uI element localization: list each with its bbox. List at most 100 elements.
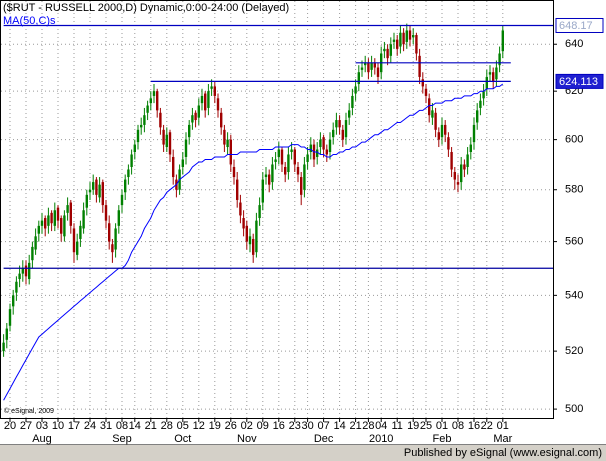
x-tick-label: 14 — [129, 420, 141, 432]
candle-body — [357, 72, 360, 85]
candle-body — [136, 129, 140, 143]
candle-body — [152, 91, 156, 96]
x-tick-label: 04 — [375, 420, 387, 432]
candle-body — [108, 223, 111, 242]
candle-body — [2, 342, 5, 352]
y-tick-label: 600 — [565, 134, 583, 146]
candle-body — [85, 194, 88, 208]
x-tick-label: 01 — [436, 420, 448, 432]
x-tick-label: 19 — [209, 420, 221, 432]
candle-body — [223, 129, 226, 145]
candle-body — [248, 236, 252, 245]
candle-body — [460, 164, 463, 183]
candle-body — [479, 100, 482, 108]
price-label: 648.17 — [559, 20, 593, 32]
candle-body — [287, 154, 290, 173]
candle-body — [412, 35, 415, 38]
x-tick-label: 30 — [301, 420, 313, 432]
candle-body — [453, 172, 456, 180]
candle-body — [261, 179, 264, 203]
candle-body — [21, 268, 24, 274]
candle-body — [232, 166, 236, 178]
candle-body — [188, 124, 191, 138]
candle-body — [98, 184, 101, 198]
y-tick-label: 560 — [565, 236, 583, 248]
marks — [2, 23, 553, 401]
candle-body — [354, 86, 357, 94]
month-label: Oct — [174, 433, 191, 445]
candle-body — [114, 228, 117, 250]
candle-body — [15, 281, 18, 293]
candle-body — [8, 309, 12, 326]
candle-body — [236, 179, 239, 200]
candle-body — [437, 132, 440, 140]
candle-body — [104, 205, 108, 221]
x-tick-label: 17 — [68, 420, 80, 432]
candle-body — [124, 179, 127, 193]
candle-body — [344, 120, 348, 138]
candle-body — [309, 144, 312, 152]
candle-body — [101, 182, 104, 206]
candle-body — [264, 174, 268, 178]
candle-body — [117, 210, 120, 226]
candle-body — [415, 35, 418, 54]
candle-body — [37, 225, 40, 234]
x-tick-label: 11 — [391, 420, 402, 432]
candle-body — [348, 110, 351, 118]
x-tick-label: 08 — [452, 420, 464, 432]
candle-body — [284, 166, 287, 175]
candle-body — [492, 72, 495, 82]
candle-body — [242, 218, 245, 229]
candle-body — [316, 149, 319, 157]
candle-body — [383, 48, 386, 52]
candle-body — [66, 205, 69, 213]
candle-body — [463, 164, 466, 170]
x-tick-label: 31 — [100, 420, 112, 432]
x-tick-label: 20 — [4, 420, 16, 432]
candle-body — [146, 105, 149, 113]
candle-body — [44, 218, 47, 229]
candle-body — [277, 149, 280, 157]
candle-body — [216, 98, 220, 111]
candle-body — [79, 225, 82, 239]
price-label-box — [555, 17, 604, 33]
candle-body — [386, 48, 389, 59]
x-tick-label: 26 — [225, 420, 237, 432]
x-tick-label: 14 — [333, 420, 345, 432]
candle-body — [162, 129, 165, 145]
candle-body — [341, 129, 344, 140]
candle-body — [434, 112, 437, 130]
x-tick-label: 24 — [84, 420, 96, 432]
candle-body — [396, 39, 399, 49]
candle-body — [95, 179, 98, 195]
x-tick-label: 22 — [481, 420, 493, 432]
candle-body — [389, 44, 392, 56]
candle-body — [335, 120, 338, 128]
candle-body — [476, 110, 479, 123]
candle-body — [421, 79, 424, 87]
candle-body — [498, 53, 501, 66]
candle-body — [56, 207, 60, 221]
x-tick-label: 07 — [317, 420, 329, 432]
candle-body — [18, 273, 21, 280]
price-label-box — [555, 73, 604, 89]
candle-body — [140, 124, 143, 128]
candle-body — [447, 137, 450, 150]
candle-body — [111, 244, 114, 253]
x-tick-label: 12 — [193, 420, 205, 432]
candle-body — [495, 67, 498, 80]
candle-body — [220, 112, 223, 128]
candle-body — [204, 93, 207, 111]
candle-body — [168, 132, 172, 155]
candle-body — [450, 151, 453, 170]
candle-body — [402, 32, 405, 45]
candle-body — [63, 215, 66, 237]
candle-body — [338, 120, 341, 128]
status-bar — [0, 444, 606, 461]
candle-body — [127, 169, 130, 178]
candle-body — [229, 139, 232, 165]
candle-body — [255, 220, 258, 253]
y-tick-label: 640 — [565, 38, 583, 50]
candle-body — [370, 62, 373, 70]
